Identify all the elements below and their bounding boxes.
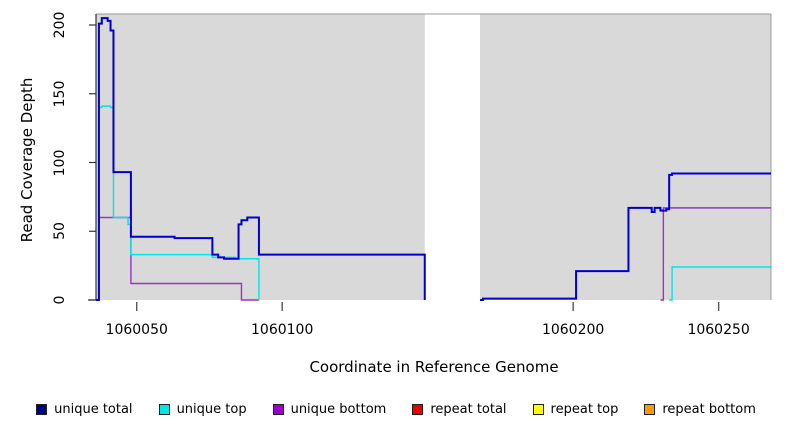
series-line-unique-bottom	[96, 216, 259, 301]
legend-label: unique bottom	[290, 401, 387, 417]
series-line-unique-total	[96, 17, 426, 301]
legend-swatch-icon-repeat-bottom	[644, 403, 656, 415]
legend-swatch-icon-repeat-top	[532, 403, 544, 415]
x-tick-label-1060050: 1060050	[105, 322, 168, 338]
series-line-unique-bottom	[660, 207, 771, 301]
legend-label: repeat bottom	[662, 401, 756, 417]
y-tick-label-50: 50	[52, 222, 68, 241]
x-tick-label-1060200: 1060200	[541, 322, 605, 338]
x-tick-label-1060250: 1060250	[687, 322, 750, 338]
series-line-unique-total	[480, 172, 771, 301]
x-tick-label-1060100: 1060100	[251, 322, 314, 338]
legend-swatch-icon-unique-total	[36, 403, 48, 415]
legend-item-repeat-total[interactable]: repeat total	[412, 401, 507, 417]
chart-legend: unique total unique top unique bottom repea…	[0, 398, 792, 420]
no-data-gap-region	[424, 14, 481, 300]
legend-swatch-icon-repeat-total	[412, 403, 424, 415]
y-tick-label-0: 0	[52, 295, 68, 305]
legend-item-unique-total[interactable]: unique total	[36, 401, 133, 417]
y-tick-label-150: 150	[52, 80, 68, 108]
legend-item-unique-bottom[interactable]: unique bottom	[272, 401, 387, 417]
legend-swatch-icon-unique-top	[158, 403, 170, 415]
legend-item-unique-top[interactable]: unique top	[158, 401, 247, 417]
series-line-unique-top	[669, 266, 771, 301]
legend-label: unique top	[176, 401, 247, 417]
legend-item-repeat-bottom[interactable]: repeat bottom	[644, 402, 756, 417]
legend-swatch-icon-unique-bottom	[272, 403, 284, 415]
y-tick-label-100: 100	[52, 149, 68, 176]
legend-item-repeat-top[interactable]: repeat top	[532, 401, 619, 417]
x-axis-title: Coordinate in Reference Genome	[309, 358, 559, 376]
legend-label: unique total	[54, 401, 133, 417]
legend-label: repeat total	[430, 401, 507, 417]
legend-label: repeat top	[550, 401, 619, 417]
y-tick-label-200: 200	[52, 11, 68, 39]
